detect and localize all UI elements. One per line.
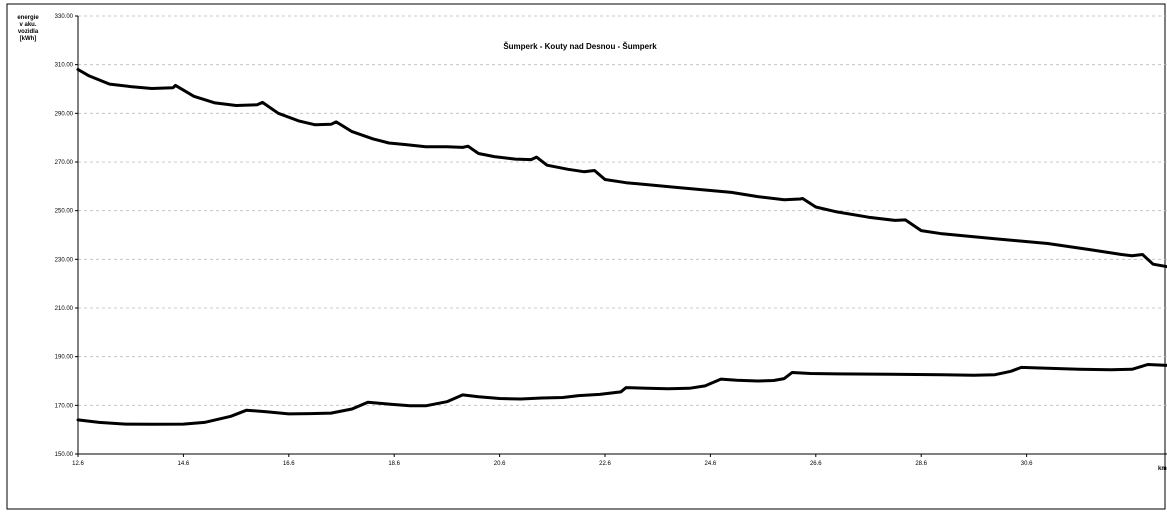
grid	[78, 15, 1167, 406]
series-line-1	[76, 68, 1167, 269]
x-axis-label: km	[1158, 466, 1167, 472]
x-tick-label: 14.6	[178, 461, 190, 467]
y-axis-label-line-2: v aku.	[19, 22, 36, 28]
y-tick-label: 330.00	[55, 14, 74, 20]
y-tick-label: 210.00	[55, 306, 74, 312]
x-tick-label: 24.6	[705, 461, 717, 467]
x-tick-label: 20.6	[494, 461, 506, 467]
y-axis-label-line-4: [kWh]	[20, 36, 37, 42]
y-tick-label: 270.00	[55, 160, 74, 166]
series-group	[76, 68, 1167, 426]
x-tick-label: 26.6	[810, 461, 822, 467]
x-tick-label: 18.6	[388, 461, 400, 467]
chart-frame	[6, 3, 1166, 510]
y-tick-label: 250.00	[55, 209, 74, 215]
y-axis-ticks: 150.00 170.00 190.00 210.00 230.00 250.00 270.…	[55, 14, 78, 458]
y-tick-label: 170.00	[55, 403, 74, 409]
y-tick-label: 290.00	[55, 111, 74, 117]
y-tick-label: 230.00	[55, 257, 74, 263]
x-tick-label: 16.6	[283, 461, 295, 467]
x-tick-label: 28.6	[915, 461, 927, 467]
x-tick-label: 12.6	[72, 461, 84, 467]
chart-title: Šumperk - Kouty nad Desnou - Šumperk	[503, 42, 657, 51]
x-axis-ticks: 12.6 14.6 16.6 18.6 20.6 22.6 24.6 26.6 28.6 30.6	[72, 454, 1033, 467]
x-tick-label: 30.6	[1021, 461, 1033, 467]
y-axis-label-line-1: energie	[17, 15, 39, 21]
y-tick-label: 310.00	[55, 63, 74, 69]
x-tick-label: 22.6	[599, 461, 611, 467]
series-line-2	[76, 363, 1167, 426]
y-tick-label: 150.00	[55, 452, 74, 458]
y-axis-label-line-3: vozidla	[18, 29, 39, 35]
y-tick-label: 190.00	[55, 355, 74, 361]
